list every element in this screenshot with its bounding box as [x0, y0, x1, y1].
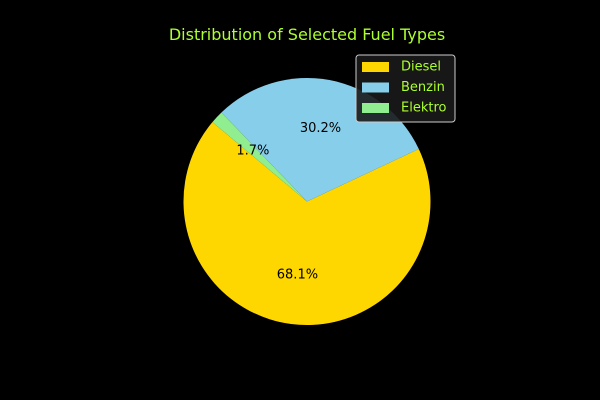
legend-swatch-diesel: [362, 62, 389, 72]
legend-label-diesel: Diesel: [401, 60, 441, 75]
pie-label-diesel: 68.1%: [277, 267, 318, 282]
legend-label-benzin: Benzin: [401, 80, 445, 95]
pie-slice-elektro: [212, 112, 307, 202]
legend-swatch-benzin: [362, 82, 389, 93]
legend: Diesel Benzin Elektro: [355, 54, 456, 123]
legend-label-elektro: Elektro: [401, 101, 447, 116]
pie-value-labels: 68.1% 30.2% 1.7%: [236, 121, 341, 282]
pie-slice-diesel: [183, 122, 431, 326]
legend-swatch-elektro: [362, 103, 389, 113]
pie-label-elektro: 1.7%: [236, 143, 269, 158]
chart-title: Distribution of Selected Fuel Types: [169, 25, 445, 44]
pie-label-benzin: 30.2%: [300, 121, 341, 136]
